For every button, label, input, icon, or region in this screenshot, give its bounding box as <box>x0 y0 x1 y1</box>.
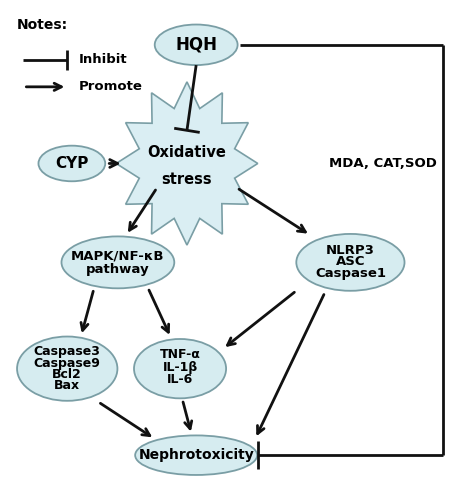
Text: Promote: Promote <box>79 80 143 94</box>
Ellipse shape <box>134 339 226 398</box>
Ellipse shape <box>62 236 174 288</box>
Text: Notes:: Notes: <box>17 18 68 32</box>
Text: IL-6: IL-6 <box>167 373 193 386</box>
Text: HQH: HQH <box>175 36 217 54</box>
Text: MDA, CAT,SOD: MDA, CAT,SOD <box>329 157 437 170</box>
Text: stress: stress <box>162 172 212 187</box>
Ellipse shape <box>39 146 105 182</box>
Text: pathway: pathway <box>86 264 150 276</box>
Text: TNF-α: TNF-α <box>160 348 200 362</box>
Text: Nephrotoxicity: Nephrotoxicity <box>138 448 254 462</box>
Text: Caspase3: Caspase3 <box>34 346 101 358</box>
Text: Bax: Bax <box>54 380 80 392</box>
Text: Bcl2: Bcl2 <box>52 368 82 381</box>
Ellipse shape <box>135 436 257 475</box>
Text: Caspase9: Caspase9 <box>34 356 101 370</box>
Text: CYP: CYP <box>55 156 89 171</box>
Text: Oxidative: Oxidative <box>148 145 226 160</box>
Text: Caspase1: Caspase1 <box>315 267 386 280</box>
Text: ASC: ASC <box>336 256 365 268</box>
Text: MAPK/NF-κB: MAPK/NF-κB <box>71 250 164 262</box>
Ellipse shape <box>155 24 238 65</box>
Text: NLRP3: NLRP3 <box>326 244 375 256</box>
Ellipse shape <box>296 234 404 291</box>
Polygon shape <box>116 82 258 245</box>
Text: IL-1β: IL-1β <box>163 360 198 374</box>
Ellipse shape <box>17 336 117 401</box>
Text: Inhibit: Inhibit <box>79 53 127 66</box>
